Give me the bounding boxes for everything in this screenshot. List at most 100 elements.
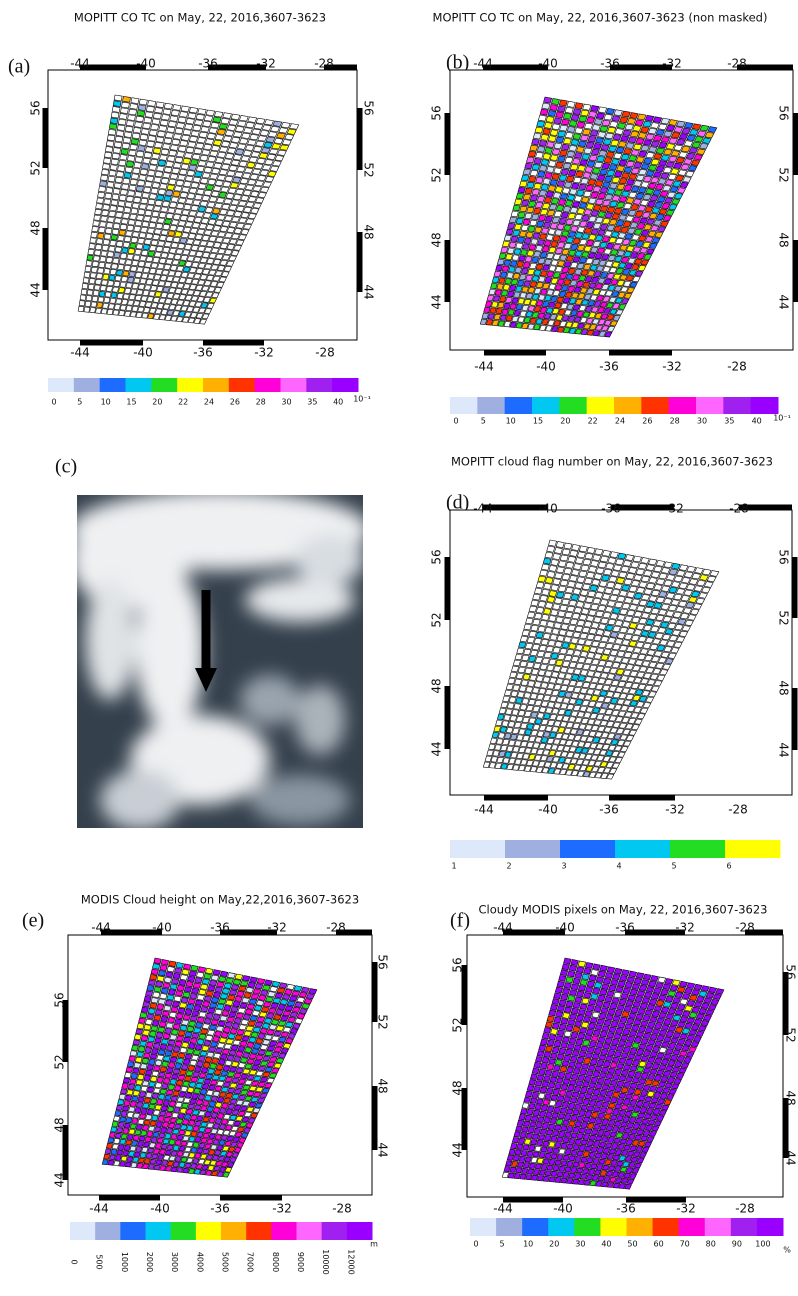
swath-cell xyxy=(121,276,128,281)
swath-cell xyxy=(172,139,180,145)
swath-cell xyxy=(608,1009,616,1015)
swath-cell xyxy=(131,1096,138,1101)
swath-cell xyxy=(223,181,231,187)
swath-cell xyxy=(194,1088,201,1093)
x-tick-label: -44 xyxy=(70,57,90,71)
swath-cell xyxy=(213,117,222,123)
swath-cell xyxy=(183,992,190,998)
swath-cell xyxy=(559,1000,566,1006)
swath-cell xyxy=(100,181,107,187)
swath-cell xyxy=(625,555,633,561)
swath-cell xyxy=(534,638,541,644)
swath-cell xyxy=(569,120,577,126)
swath-cell xyxy=(150,217,157,223)
swath-cell xyxy=(527,1085,534,1091)
swath-cell xyxy=(545,577,553,583)
swath-cell xyxy=(118,288,124,293)
swath-cell xyxy=(258,995,266,1001)
swath-cell xyxy=(217,129,226,135)
swath-cell xyxy=(537,1117,544,1123)
swath-cell xyxy=(547,1106,554,1112)
colorbar-label: 30 xyxy=(281,398,291,407)
y-tick-label: 44 xyxy=(29,282,43,297)
swath-cell xyxy=(273,998,281,1003)
swath-cell xyxy=(549,616,557,622)
swath-cell xyxy=(144,152,152,158)
swath-cell xyxy=(233,1040,241,1045)
swath-cell xyxy=(562,1013,569,1019)
swath-cell xyxy=(607,967,615,973)
swath-cell xyxy=(565,1049,572,1055)
swath-cell xyxy=(204,996,212,1002)
swath-cell xyxy=(167,995,174,1001)
swath-cell xyxy=(281,122,290,128)
swath-cell xyxy=(115,177,122,183)
swath-cell xyxy=(567,581,575,587)
swath-cell xyxy=(617,123,625,129)
swath-cell xyxy=(197,137,205,143)
swath-cell xyxy=(163,247,170,252)
swath-cell xyxy=(190,1016,197,1022)
swath-cell xyxy=(576,147,584,153)
swath-cell xyxy=(531,600,539,606)
swath-cell xyxy=(124,207,131,213)
swath-cell xyxy=(568,170,576,176)
swath-cell xyxy=(523,262,530,268)
swath-cell xyxy=(181,1020,188,1026)
swath-cell xyxy=(656,982,664,988)
swath-cell xyxy=(210,1042,217,1047)
swath-cell xyxy=(191,988,199,994)
swath-cell xyxy=(636,973,644,979)
swath-cell xyxy=(184,1076,191,1081)
swath-cell xyxy=(521,200,528,206)
swath-cell xyxy=(157,1004,164,1010)
swath-cell xyxy=(598,995,606,1001)
x-tick-label: -32 xyxy=(662,57,682,71)
swath-cell xyxy=(532,164,540,170)
swath-cell xyxy=(582,974,590,980)
x-tick-label: -44 xyxy=(493,1202,513,1216)
swath-cell xyxy=(169,202,177,208)
swath-cell xyxy=(195,1022,202,1028)
x-tick-label: -36 xyxy=(599,360,619,374)
swath-cell xyxy=(529,245,536,251)
swath-cell xyxy=(579,116,587,122)
swath-cell xyxy=(545,602,553,608)
swath-cell xyxy=(596,113,604,119)
x-tick-label: -32 xyxy=(662,360,682,374)
swath-cell xyxy=(241,1019,249,1024)
y-tick-label: 48 xyxy=(777,232,791,247)
swath-cell xyxy=(606,108,614,114)
swath-cell xyxy=(142,1103,149,1108)
swath-cell xyxy=(557,181,565,187)
swath-cell xyxy=(167,156,175,162)
swath-cell xyxy=(543,128,551,134)
swath-cell xyxy=(550,1029,557,1035)
swath-cell xyxy=(251,152,260,158)
swath-cell xyxy=(146,106,154,112)
swath-cell xyxy=(524,693,531,699)
swath-cell xyxy=(94,215,101,221)
swath-cell xyxy=(653,988,661,994)
swath-cell xyxy=(590,1059,597,1065)
swath-cell xyxy=(580,1069,587,1075)
swath-cell xyxy=(257,158,266,164)
swath-cell xyxy=(186,239,193,244)
swath-cell xyxy=(222,1049,229,1054)
swath-cell xyxy=(601,575,609,581)
swath-cell xyxy=(126,120,134,126)
swath-cell xyxy=(579,1051,586,1057)
swath-cell xyxy=(583,559,591,565)
swath-cell xyxy=(530,675,537,681)
swath-cell xyxy=(519,686,526,692)
swath-cell xyxy=(109,170,116,176)
swath-cell xyxy=(135,221,142,227)
swath-cell xyxy=(594,574,602,580)
swath-cell xyxy=(133,255,140,260)
swath-cell xyxy=(243,150,252,156)
swath-cell xyxy=(125,126,133,132)
swath-cell xyxy=(520,206,527,212)
swath-cell xyxy=(563,138,571,144)
swath-cell xyxy=(190,1060,197,1065)
swath-cell xyxy=(160,965,167,971)
